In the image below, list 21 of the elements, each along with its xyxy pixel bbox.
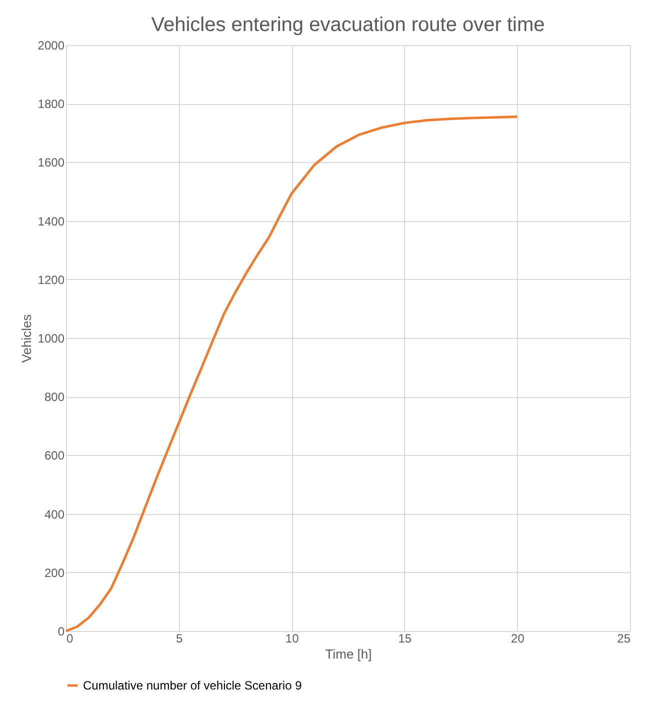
y-axis-title: Vehicles bbox=[18, 314, 34, 363]
legend-label: Cumulative number of vehicle Scenario 9 bbox=[83, 678, 302, 692]
x-tick-label: 0 bbox=[66, 632, 74, 646]
y-tick-label: 200 bbox=[44, 566, 65, 580]
y-tick-label: 400 bbox=[44, 507, 65, 522]
y-tick-label: 1200 bbox=[38, 272, 65, 287]
y-tick-label: 1600 bbox=[38, 156, 65, 170]
y-tick-label: 2000 bbox=[38, 38, 65, 52]
x-tick-label: 25 bbox=[617, 632, 631, 646]
x-tick-label: 10 bbox=[285, 632, 300, 646]
y-tick-label: 1800 bbox=[38, 97, 65, 112]
x-axis-title: Time [h] bbox=[325, 646, 372, 662]
line-series bbox=[64, 116, 518, 632]
y-tick-label: 800 bbox=[44, 390, 65, 404]
y-tick-label: 1000 bbox=[38, 332, 65, 346]
y-tick-label: 1400 bbox=[38, 214, 65, 228]
x-tick-label: 20 bbox=[511, 632, 525, 646]
x-tick-label: 5 bbox=[176, 632, 183, 646]
chart-title: Vehicles entering evacuation route over time bbox=[151, 14, 545, 36]
y-tick-label: 600 bbox=[44, 448, 65, 463]
x-tick-label: 15 bbox=[398, 632, 412, 646]
